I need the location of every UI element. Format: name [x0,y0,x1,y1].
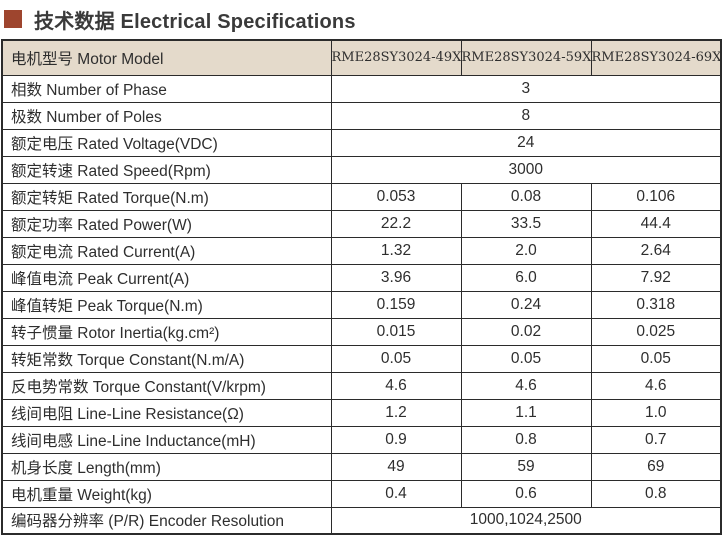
spec-value: 1.2 [330,398,462,427]
table-row: 线间电感 Line-Line Inductance(mH) 0.9 0.8 0.7 [1,425,722,454]
spec-value: 0.015 [330,317,462,346]
table-row: 额定功率 Rated Power(W) 22.2 33.5 44.4 [1,209,722,238]
spec-value: 0.159 [330,290,462,319]
spec-value-spanning: 3000 [330,155,722,184]
page-title: 技术数据 Electrical Specifications [34,10,356,33]
motor-model-column-header: RME28SY3024-49X [330,39,462,76]
spec-label: 额定功率 Rated Power(W) [1,209,332,238]
spec-value-spanning: 3 [330,74,722,103]
table-row: 极数 Number of Poles 8 [1,101,722,130]
table-row: 峰值转矩 Peak Torque(N.m) 0.159 0.24 0.318 [1,290,722,319]
spec-value: 0.8 [460,425,592,454]
section-header: 技术数据 Electrical Specifications [0,0,724,33]
spec-value: 0.7 [590,425,722,454]
spec-label: 额定电流 Rated Current(A) [1,236,332,265]
table-row: 额定转速 Rated Speed(Rpm) 3000 [1,155,722,184]
spec-value: 0.8 [590,479,722,508]
spec-label: 峰值转矩 Peak Torque(N.m) [1,290,332,319]
spec-value: 1.32 [330,236,462,265]
spec-label: 线间电感 Line-Line Inductance(mH) [1,425,332,454]
table-row: 电机重量 Weight(kg) 0.4 0.6 0.8 [1,479,722,508]
spec-value: 1.0 [590,398,722,427]
spec-value: 49 [330,452,462,481]
spec-label: 额定转速 Rated Speed(Rpm) [1,155,332,184]
table-row: 额定转矩 Rated Torque(N.m) 0.053 0.08 0.106 [1,182,722,211]
spec-value: 2.0 [460,236,592,265]
electrical-specs-table: 电机型号 Motor Model RME28SY3024-49X RME28SY3… [1,39,722,535]
spec-label: 反电势常数 Torque Constant(V/krpm) [1,371,332,400]
spec-value: 0.025 [590,317,722,346]
spec-value-spanning: 24 [330,128,722,157]
spec-label: 额定电压 Rated Voltage(VDC) [1,128,332,157]
spec-value: 4.6 [590,371,722,400]
spec-value: 0.9 [330,425,462,454]
spec-label: 机身长度 Length(mm) [1,452,332,481]
motor-model-column-header: RME28SY3024-69X [590,39,722,76]
spec-value: 0.053 [330,182,462,211]
spec-value: 4.6 [330,371,462,400]
spec-value: 44.4 [590,209,722,238]
table-row: 峰值电流 Peak Current(A) 3.96 6.0 7.92 [1,263,722,292]
spec-value: 22.2 [330,209,462,238]
table-header-row: 电机型号 Motor Model RME28SY3024-49X RME28SY3… [1,39,722,76]
spec-value: 0.106 [590,182,722,211]
spec-value: 6.0 [460,263,592,292]
spec-label: 电机重量 Weight(kg) [1,479,332,508]
spec-value: 0.4 [330,479,462,508]
spec-value: 69 [590,452,722,481]
spec-value: 0.05 [590,344,722,373]
electrical-specifications-page: 技术数据 Electrical Specifications 电机型号 Moto… [0,0,724,535]
spec-value: 0.05 [460,344,592,373]
spec-value: 0.24 [460,290,592,319]
table-row: 额定电压 Rated Voltage(VDC) 24 [1,128,722,157]
spec-label: 相数 Number of Phase [1,74,332,103]
spec-label: 额定转矩 Rated Torque(N.m) [1,182,332,211]
spec-value: 2.64 [590,236,722,265]
spec-value: 0.05 [330,344,462,373]
table-row: 反电势常数 Torque Constant(V/krpm) 4.6 4.6 4.6 [1,371,722,400]
spec-label: 转子惯量 Rotor Inertia(kg.cm²) [1,317,332,346]
table-row: 转子惯量 Rotor Inertia(kg.cm²) 0.015 0.02 0.025 [1,317,722,346]
spec-value: 0.318 [590,290,722,319]
spec-value: 3.96 [330,263,462,292]
spec-value-spanning: 8 [330,101,722,130]
spec-value: 59 [460,452,592,481]
motor-model-column-header: RME28SY3024-59X [460,39,592,76]
table-row: 机身长度 Length(mm) 49 59 69 [1,452,722,481]
table-row: 线间电阻 Line-Line Resistance(Ω) 1.2 1.1 1.0 [1,398,722,427]
spec-value: 0.08 [460,182,592,211]
motor-model-header: 电机型号 Motor Model [1,39,332,76]
table-row: 额定电流 Rated Current(A) 1.32 2.0 2.64 [1,236,722,265]
spec-value-spanning: 1000,1024,2500 [330,506,722,535]
spec-value: 7.92 [590,263,722,292]
spec-value: 33.5 [460,209,592,238]
spec-label: 峰值电流 Peak Current(A) [1,263,332,292]
section-bullet-icon [4,10,22,28]
spec-value: 4.6 [460,371,592,400]
table-row: 编码器分辨率 (P/R) Encoder Resolution 1000,1024… [1,506,722,535]
spec-value: 0.6 [460,479,592,508]
table-row: 相数 Number of Phase 3 [1,74,722,103]
spec-label: 编码器分辨率 (P/R) Encoder Resolution [1,506,332,535]
spec-value: 1.1 [460,398,592,427]
table-row: 转矩常数 Torque Constant(N.m/A) 0.05 0.05 0.05 [1,344,722,373]
spec-label: 转矩常数 Torque Constant(N.m/A) [1,344,332,373]
spec-value: 0.02 [460,317,592,346]
spec-label: 线间电阻 Line-Line Resistance(Ω) [1,398,332,427]
spec-label: 极数 Number of Poles [1,101,332,130]
